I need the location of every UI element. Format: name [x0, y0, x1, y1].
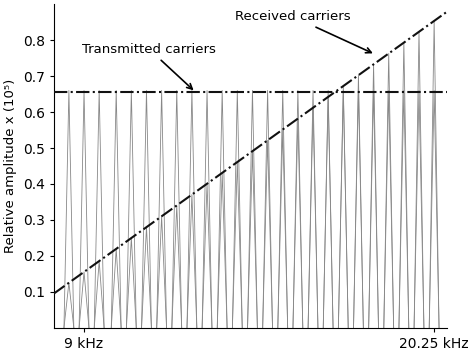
- Text: Transmitted carriers: Transmitted carriers: [82, 43, 216, 89]
- Y-axis label: Relative amplitude x (10⁵): Relative amplitude x (10⁵): [4, 79, 17, 253]
- Text: Received carriers: Received carriers: [236, 10, 371, 53]
